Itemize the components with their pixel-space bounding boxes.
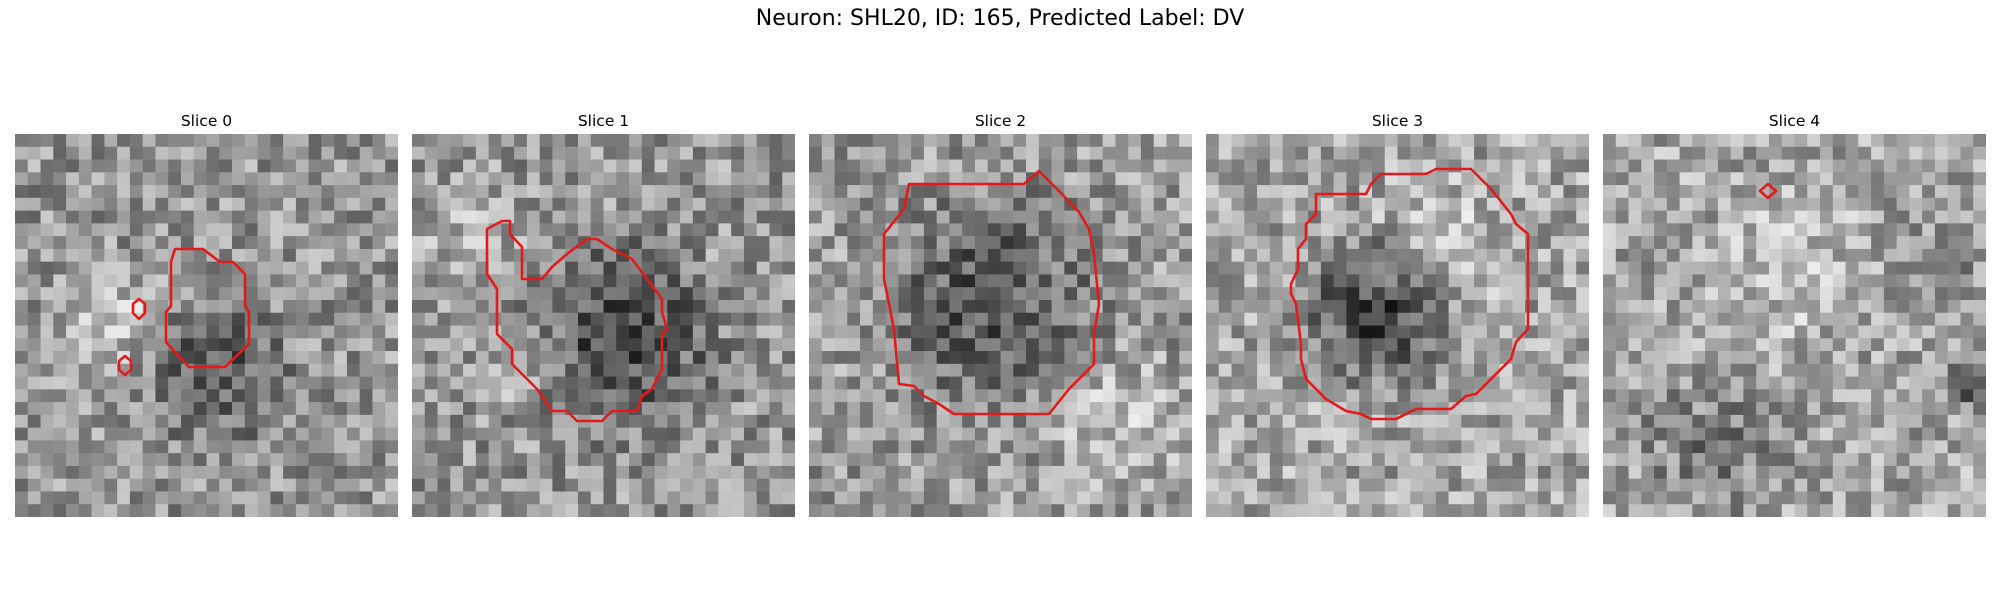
slice-panel-1: Slice 1 xyxy=(412,108,795,517)
slice-panel-3: Slice 3 xyxy=(1206,108,1589,517)
roi-contour xyxy=(164,247,251,369)
slice-image-4 xyxy=(1603,134,1986,517)
pixel-grid xyxy=(15,134,398,517)
roi-contour xyxy=(882,169,1101,416)
slice-image-2 xyxy=(809,134,1192,517)
slice-title: Slice 3 xyxy=(1371,112,1424,130)
roi-contour xyxy=(485,219,669,423)
slice-title: Slice 1 xyxy=(577,112,630,130)
slice-title: Slice 4 xyxy=(1768,112,1821,130)
slice-panel-2: Slice 2 xyxy=(809,108,1192,517)
slice-title: Slice 2 xyxy=(974,112,1027,130)
pixel-grid xyxy=(1603,134,1986,517)
slice-image-0 xyxy=(15,134,398,517)
roi-contour xyxy=(1758,182,1778,200)
roi-contour xyxy=(1289,167,1530,421)
pixel-grid xyxy=(412,134,795,517)
pixel-grid xyxy=(1206,134,1589,517)
roi-contour xyxy=(117,354,133,377)
slice-image-3 xyxy=(1206,134,1589,517)
slice-panel-0: Slice 0 xyxy=(15,108,398,517)
slice-image-1 xyxy=(412,134,795,517)
pixel-grid xyxy=(809,134,1192,517)
slice-panel-4: Slice 4 xyxy=(1603,108,1986,517)
slice-title: Slice 0 xyxy=(180,112,233,130)
roi-contour xyxy=(131,297,147,321)
figure-title: Neuron: SHL20, ID: 165, Predicted Label:… xyxy=(755,6,1245,31)
